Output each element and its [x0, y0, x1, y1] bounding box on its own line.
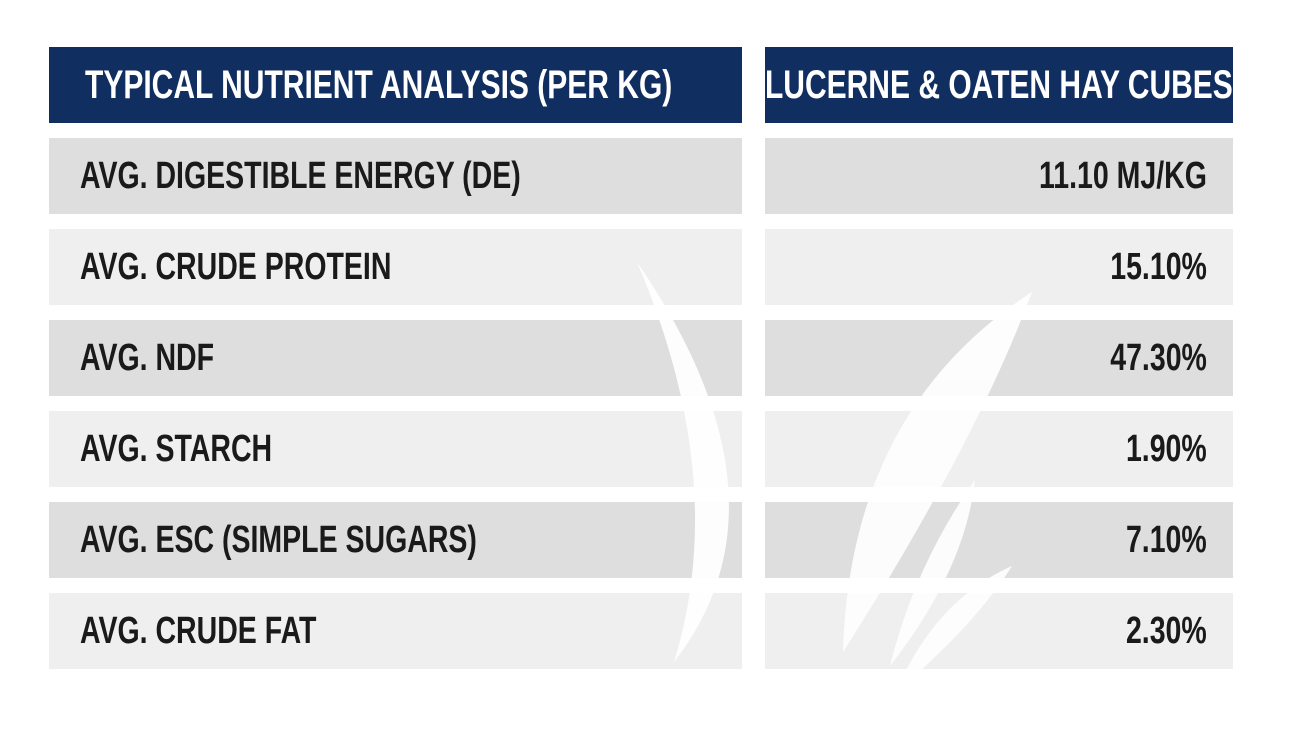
- row-value: 15.10%: [1110, 246, 1207, 288]
- row-label: AVG. NDF: [80, 337, 215, 379]
- table-row-value-cell: 1.90%: [765, 411, 1233, 487]
- table-row: AVG. DIGESTIBLE ENERGY (DE): [49, 138, 742, 214]
- row-label: AVG. CRUDE PROTEIN: [80, 246, 392, 288]
- row-value: 2.30%: [1126, 610, 1207, 652]
- row-label: AVG. STARCH: [80, 428, 273, 470]
- table-row: AVG. CRUDE FAT: [49, 593, 742, 669]
- row-value: 7.10%: [1126, 519, 1207, 561]
- table-header-product: LUCERNE & OATEN HAY CUBES: [765, 47, 1233, 123]
- table-row-value-cell: 7.10%: [765, 502, 1233, 578]
- row-value: 47.30%: [1110, 337, 1207, 379]
- row-label: AVG. CRUDE FAT: [80, 610, 317, 652]
- table-header-analysis: TYPICAL NUTRIENT ANALYSIS (PER KG): [49, 47, 742, 123]
- table-row-value-cell: 11.10 MJ/KG: [765, 138, 1233, 214]
- table-row: AVG. STARCH: [49, 411, 742, 487]
- table-row-value-cell: 15.10%: [765, 229, 1233, 305]
- table-row: AVG. ESC (SIMPLE SUGARS): [49, 502, 742, 578]
- nutrient-table: TYPICAL NUTRIENT ANALYSIS (PER KG) LUCER…: [49, 47, 1233, 669]
- table-row-value-cell: 2.30%: [765, 593, 1233, 669]
- row-label: AVG. DIGESTIBLE ENERGY (DE): [80, 155, 521, 197]
- table-header-analysis-label: TYPICAL NUTRIENT ANALYSIS (PER KG): [85, 63, 673, 107]
- table-row-value-cell: 47.30%: [765, 320, 1233, 396]
- table-header-product-label: LUCERNE & OATEN HAY CUBES: [765, 63, 1233, 107]
- row-value: 1.90%: [1126, 428, 1207, 470]
- table-row: AVG. NDF: [49, 320, 742, 396]
- row-label: AVG. ESC (SIMPLE SUGARS): [80, 519, 477, 561]
- table-row: AVG. CRUDE PROTEIN: [49, 229, 742, 305]
- row-value: 11.10 MJ/KG: [1039, 155, 1207, 197]
